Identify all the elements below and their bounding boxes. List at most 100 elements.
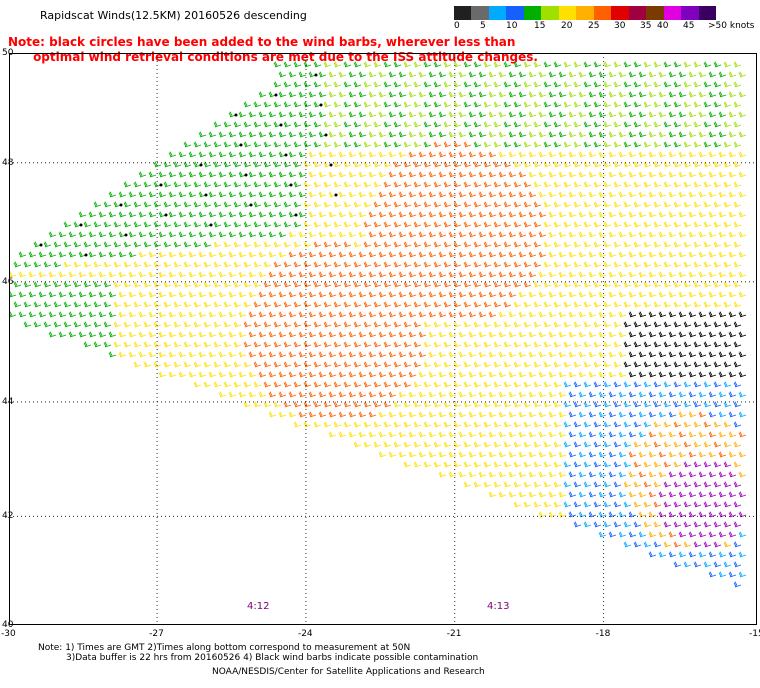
wind-barb — [278, 251, 287, 258]
wind-barb — [618, 151, 627, 158]
wind-barb — [423, 201, 432, 208]
wind-barb — [608, 351, 617, 358]
wind-barb — [248, 231, 257, 238]
wind-barb — [298, 391, 307, 398]
wind-barb — [708, 111, 717, 118]
wind-barb — [348, 191, 357, 198]
wind-barb — [738, 91, 747, 98]
wind-barb — [438, 251, 447, 258]
wind-barb — [653, 101, 662, 108]
wind-barb — [393, 161, 402, 168]
wind-barb — [568, 391, 577, 398]
wind-barb — [118, 331, 127, 338]
wind-barb — [53, 241, 62, 248]
wind-barb — [543, 221, 552, 228]
wind-barb — [173, 361, 182, 368]
wind-barb — [523, 321, 532, 328]
wind-barb — [553, 101, 562, 108]
wind-barb — [288, 371, 297, 378]
wind-barb — [33, 281, 42, 288]
wind-barb — [313, 281, 322, 288]
wind-barb — [68, 231, 77, 238]
wind-barb — [668, 431, 677, 438]
wind-barb — [573, 61, 582, 68]
wind-barb — [263, 201, 272, 208]
wind-barb — [268, 371, 277, 378]
wind-barb — [113, 321, 122, 328]
wind-barb — [638, 371, 647, 378]
wind-barb — [168, 171, 177, 178]
wind-barb — [223, 181, 232, 188]
wind-barb — [573, 441, 582, 448]
wind-barb — [423, 181, 432, 188]
wind-barb — [653, 401, 662, 408]
wind-barb — [258, 351, 267, 358]
wind-barb — [473, 401, 482, 408]
wind-barb — [273, 141, 282, 148]
wind-barb — [263, 141, 272, 148]
wind-barb — [448, 251, 457, 258]
wind-barb — [613, 281, 622, 288]
wind-barb — [403, 221, 412, 228]
wind-barb — [658, 511, 667, 518]
wind-barb-map — [9, 53, 757, 625]
wind-barb — [718, 511, 727, 518]
wind-barb — [398, 131, 407, 138]
wind-barb — [398, 351, 407, 358]
wind-barb — [633, 121, 642, 128]
wind-barb — [198, 211, 207, 218]
wind-barb — [553, 141, 562, 148]
wind-barb — [358, 231, 367, 238]
wind-barb — [543, 161, 552, 168]
wind-barb — [523, 301, 532, 308]
wind-barb — [678, 451, 687, 458]
wind-barb — [693, 421, 702, 428]
wind-barb — [723, 501, 732, 508]
wind-barb — [533, 481, 542, 488]
wind-barb — [498, 71, 507, 78]
wind-barb — [483, 281, 492, 288]
wind-barb — [583, 201, 592, 208]
latitude-label: 48 — [2, 157, 14, 168]
wind-barb — [563, 201, 572, 208]
wind-barb — [448, 291, 457, 298]
wind-barb — [343, 401, 352, 408]
wind-barb — [563, 501, 572, 508]
wind-barb — [613, 361, 622, 368]
wind-barb — [363, 261, 372, 268]
wind-barb — [513, 141, 522, 148]
wind-barb — [438, 131, 447, 138]
wind-barb — [343, 201, 352, 208]
wind-barb — [543, 481, 552, 488]
wind-barb — [498, 471, 507, 478]
wind-barb — [498, 291, 507, 298]
wind-barb — [208, 231, 217, 238]
wind-barb — [703, 221, 712, 228]
wind-barb — [488, 351, 497, 358]
wind-barb — [643, 541, 652, 548]
wind-barb — [563, 221, 572, 228]
wind-barb — [623, 481, 632, 488]
wind-barb — [483, 181, 492, 188]
wind-barb — [123, 321, 132, 328]
wind-barb — [338, 431, 347, 438]
wind-barb — [523, 161, 532, 168]
wind-barb — [143, 221, 152, 228]
wind-barb — [668, 531, 677, 538]
wind-barb — [623, 501, 632, 508]
wind-barb — [398, 331, 407, 338]
wind-barb — [228, 331, 237, 338]
wind-barb — [178, 191, 187, 198]
wind-barb — [468, 191, 477, 198]
wind-barb — [493, 121, 502, 128]
wind-barb — [283, 101, 292, 108]
wind-barb — [663, 521, 672, 528]
wind-barb — [493, 281, 502, 288]
wind-barb — [588, 431, 597, 438]
wind-barb — [643, 81, 652, 88]
wind-barb — [728, 171, 737, 178]
wind-barb — [643, 61, 652, 68]
wind-barb — [368, 411, 377, 418]
wind-barb — [118, 251, 127, 258]
wind-barb — [13, 301, 22, 308]
